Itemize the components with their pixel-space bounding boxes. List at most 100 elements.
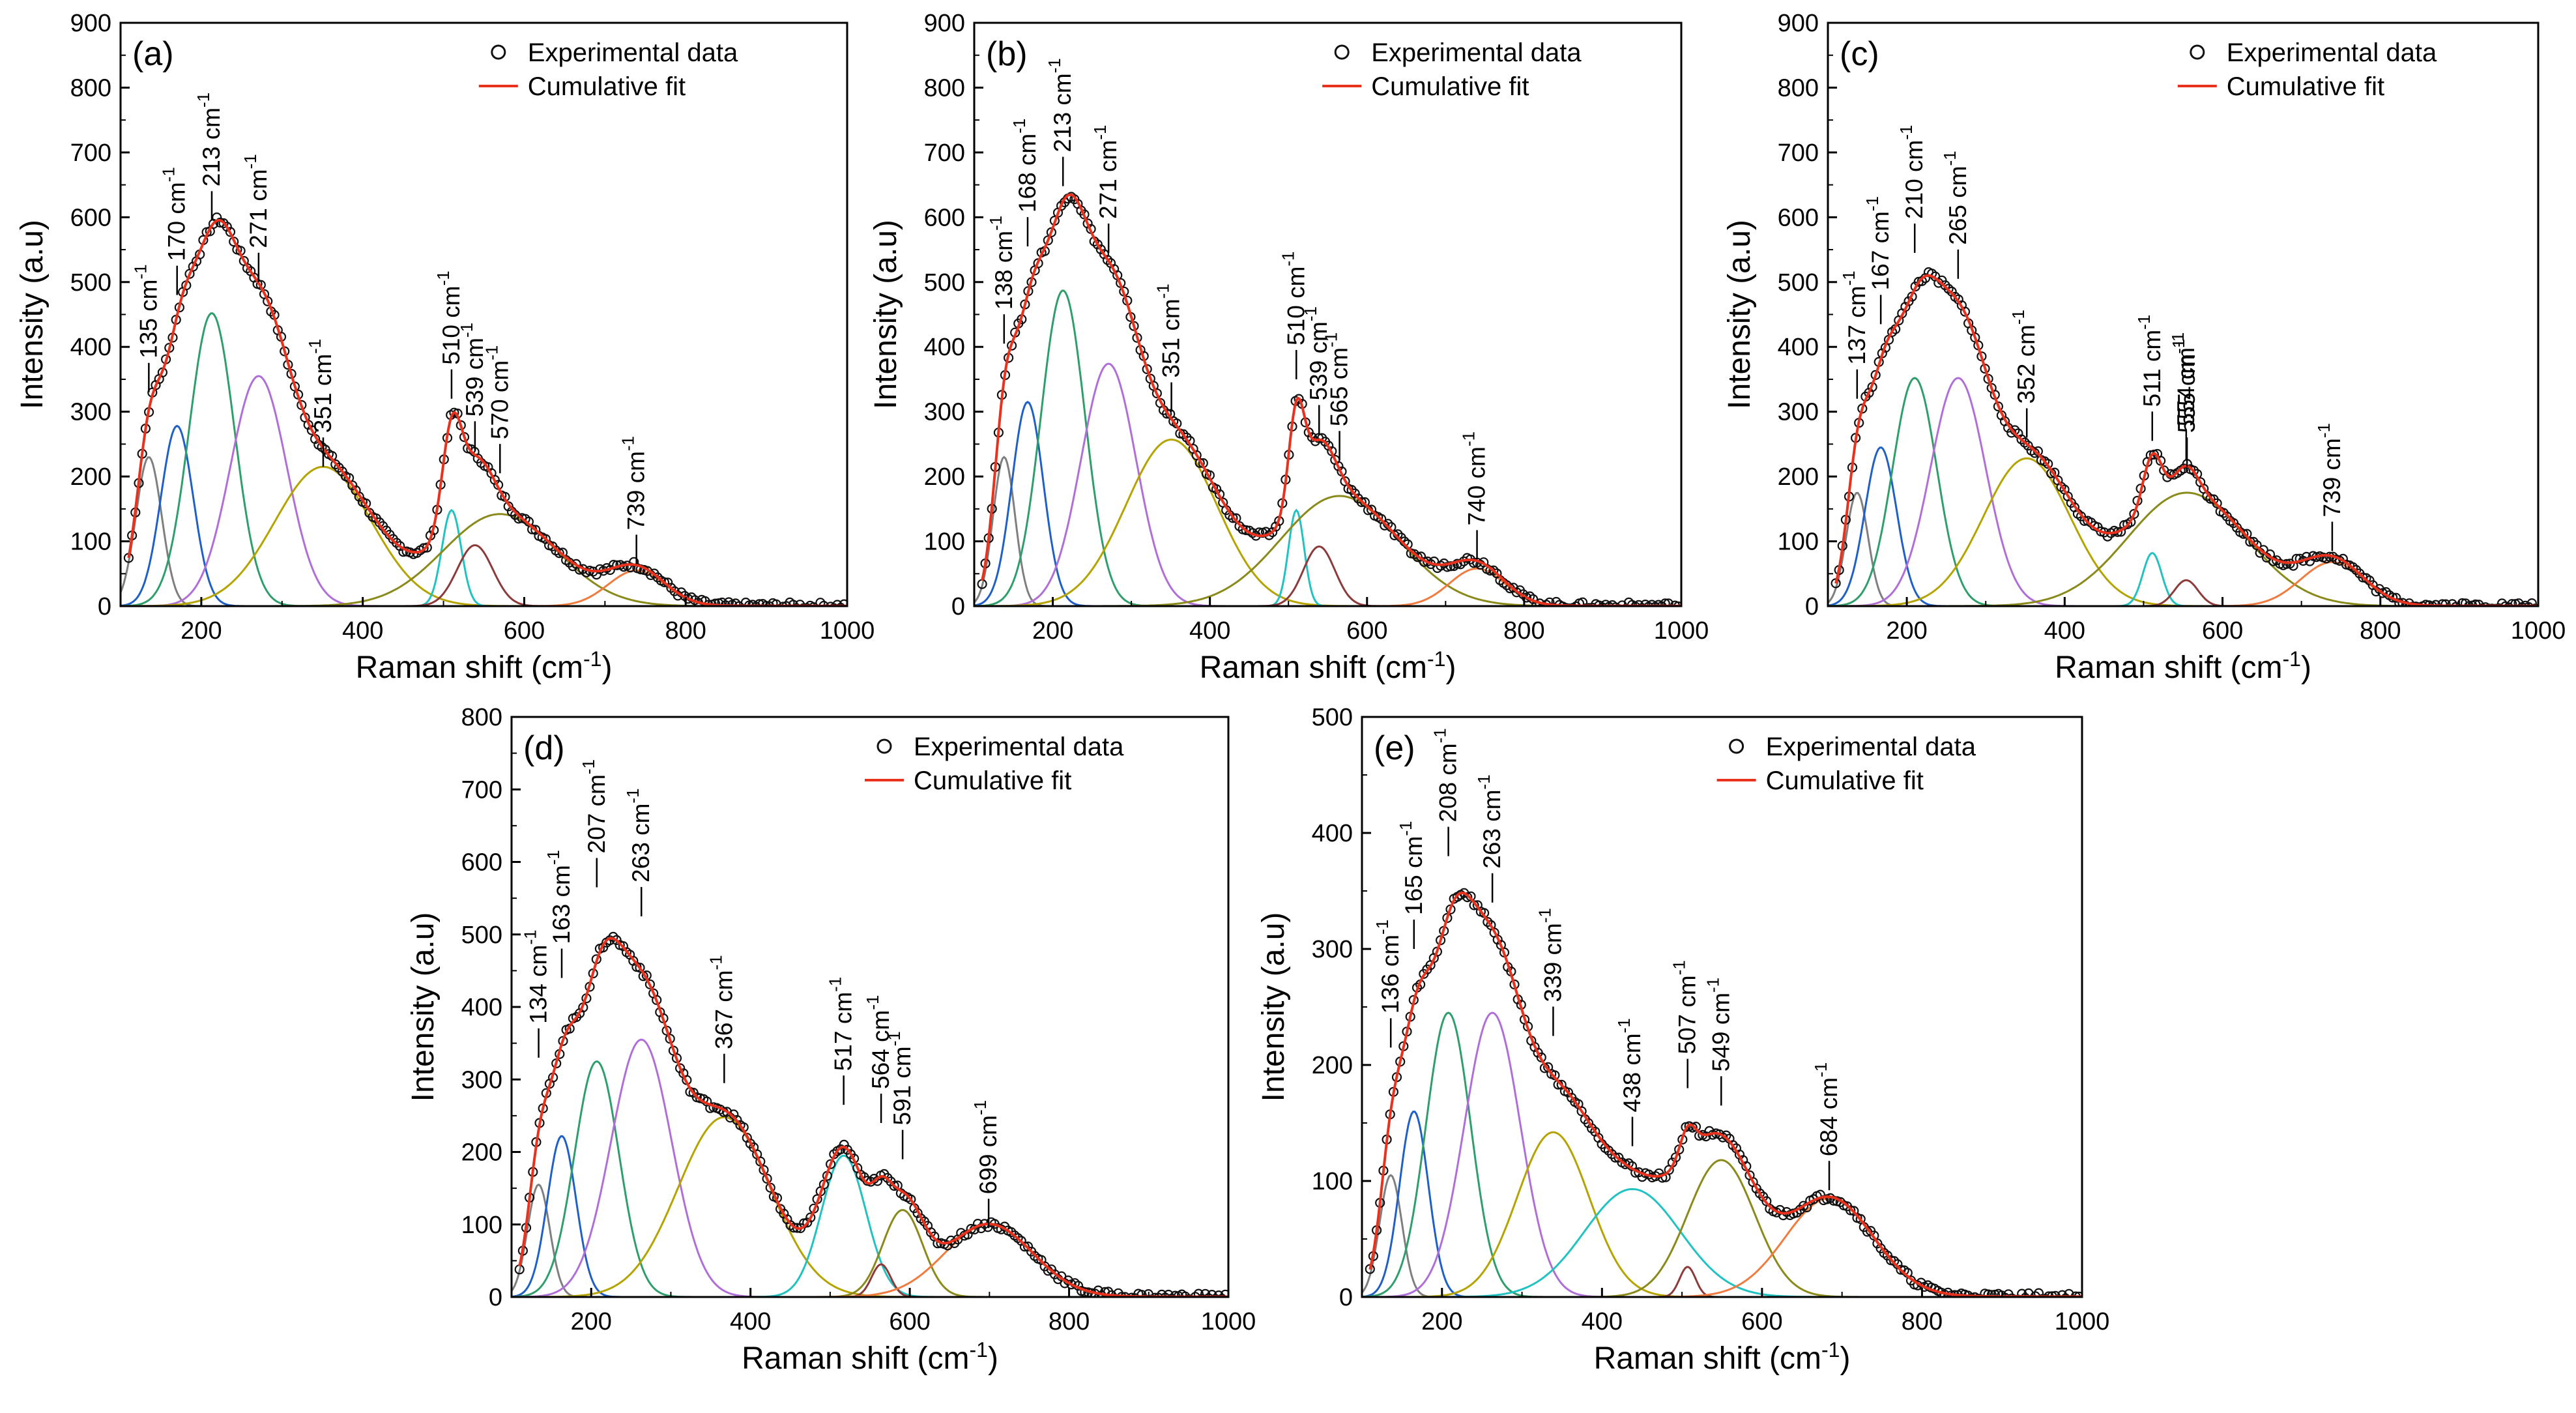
component-peak-438 bbox=[1362, 1187, 2082, 1297]
peak-label: 438 cm-1 bbox=[1614, 1018, 1645, 1112]
peak-label: 555 cm-1 bbox=[2169, 339, 2200, 433]
experimental-point bbox=[1973, 1294, 1983, 1297]
component-peak-339 bbox=[1362, 1131, 2082, 1297]
experimental-point bbox=[1570, 601, 1582, 606]
component-peak-352 bbox=[1828, 457, 2538, 606]
x-axis-title-text: Raman shift (cm bbox=[356, 650, 583, 685]
y-tick-label: 100 bbox=[461, 1212, 502, 1239]
peak-label: 367 cm-1 bbox=[706, 955, 737, 1049]
x-axis-title-sup: -1 bbox=[1427, 647, 1445, 671]
x-tick-label: 800 bbox=[1049, 1308, 1090, 1335]
experimental-point bbox=[2450, 602, 2461, 606]
experimental-point bbox=[2523, 602, 2534, 606]
component-peak-137 bbox=[1828, 491, 2538, 606]
peak-label-text: 168 cm bbox=[1014, 134, 1041, 212]
experimental-point bbox=[608, 931, 618, 942]
peak-label-sup: -1 bbox=[1009, 119, 1029, 134]
y-tick-label: 200 bbox=[70, 463, 111, 491]
peak-label: 137 cm-1 bbox=[1839, 270, 1870, 364]
experimental-point bbox=[906, 1194, 916, 1204]
experimental-point bbox=[2064, 1289, 2074, 1297]
experimental-point bbox=[2238, 529, 2249, 539]
component-peak-511 bbox=[1828, 552, 2538, 606]
y-axis-title: Intensity (a.u) bbox=[1256, 912, 1291, 1102]
x-tick-label: 600 bbox=[504, 617, 545, 645]
experimental-point bbox=[2410, 602, 2421, 606]
peak-label: 549 cm-1 bbox=[1703, 978, 1734, 1071]
y-tick-label: 900 bbox=[924, 10, 965, 37]
y-axis-title: Intensity (a.u) bbox=[15, 220, 50, 409]
experimental-point bbox=[1177, 1289, 1187, 1297]
component-peak-539 bbox=[974, 546, 1681, 606]
y-tick-label: 200 bbox=[1312, 1052, 1353, 1079]
experimental-point bbox=[666, 583, 676, 593]
peak-label: 263 cm-1 bbox=[1474, 774, 1505, 868]
experimental-point bbox=[1610, 1152, 1621, 1163]
experimental-point bbox=[418, 543, 429, 553]
experimental-point bbox=[1102, 255, 1113, 265]
experimental-point bbox=[2507, 599, 2517, 606]
peak-label-text: 539 cm bbox=[1305, 321, 1332, 400]
peak-label-sup: -1 bbox=[1839, 270, 1859, 285]
peak-label-text: 684 cm bbox=[1816, 1077, 1842, 1156]
experimental-point bbox=[1356, 497, 1367, 508]
y-tick-label: 200 bbox=[924, 463, 965, 491]
peak-label-text: 699 cm bbox=[975, 1115, 1002, 1194]
experimental-point bbox=[1161, 409, 1172, 419]
experimental-point bbox=[942, 1240, 953, 1251]
experimental-point bbox=[1178, 429, 1189, 439]
experimental-point bbox=[1151, 388, 1163, 399]
peak-label-sup: -1 bbox=[543, 850, 563, 865]
y-tick-label: 400 bbox=[924, 334, 965, 361]
experimental-point bbox=[839, 599, 847, 606]
peak-label-sup: -1 bbox=[1396, 821, 1415, 836]
peak-label-text: 213 cm bbox=[1049, 73, 1076, 152]
peak-label-text: 170 cm bbox=[164, 182, 190, 261]
peak-label-sup: -1 bbox=[970, 1100, 990, 1115]
peak-label: 271 cm-1 bbox=[240, 154, 272, 248]
experimental-point bbox=[659, 577, 670, 588]
experimental-point bbox=[1350, 488, 1360, 499]
x-tick-label: 600 bbox=[1741, 1308, 1782, 1335]
x-tick-label: 200 bbox=[181, 617, 222, 645]
experimental-point bbox=[1082, 218, 1093, 229]
peak-label-text: 263 cm bbox=[628, 804, 654, 882]
experimental-point bbox=[2494, 603, 2504, 606]
experimental-point bbox=[1576, 1106, 1587, 1116]
peak-label-sup: -1 bbox=[1045, 58, 1064, 73]
component-peak-539 bbox=[121, 544, 847, 606]
legend: Experimental data Cumulative fit bbox=[865, 733, 1124, 795]
experimental-point bbox=[734, 601, 744, 606]
experimental-point bbox=[222, 222, 232, 232]
peak-label-text: 339 cm bbox=[1539, 923, 1566, 1002]
experimental-point bbox=[1956, 1289, 1967, 1297]
peak-label-text: 138 cm bbox=[991, 231, 1017, 310]
peak-label-sup: -1 bbox=[2134, 315, 2154, 330]
experimental-point bbox=[809, 602, 818, 606]
experimental-point bbox=[1587, 1123, 1597, 1133]
peak-label-sup: -1 bbox=[194, 93, 213, 108]
peak-label-sup: -1 bbox=[1614, 1018, 1634, 1033]
peak-label: 134 cm-1 bbox=[521, 929, 552, 1023]
peak-label-text: 564 cm bbox=[867, 1010, 894, 1089]
plot-area bbox=[121, 212, 847, 606]
peak-label-text: 265 cm bbox=[1945, 166, 1971, 244]
peak-label: 210 cm-1 bbox=[1896, 125, 1928, 219]
experimental-point bbox=[1006, 1227, 1017, 1238]
x-axis-title-text: Raman shift (cm bbox=[2055, 650, 2282, 685]
experimental-point bbox=[1565, 603, 1574, 606]
y-tick-label: 0 bbox=[951, 593, 965, 620]
panel-label: (b) bbox=[986, 35, 1028, 73]
y-tick-label: 300 bbox=[461, 1066, 502, 1094]
peak-label-text: 555 cm bbox=[2173, 354, 2200, 433]
legend-marker-circle bbox=[1334, 44, 1350, 60]
experimental-point bbox=[1587, 602, 1597, 606]
x-axis-title-close: ) bbox=[988, 1341, 998, 1376]
x-tick-label: 800 bbox=[665, 617, 706, 645]
experimental-point bbox=[723, 597, 734, 606]
experimental-point bbox=[1986, 1290, 1997, 1297]
y-tick-label: 700 bbox=[461, 776, 502, 804]
y-axis-title: Intensity (a.u) bbox=[869, 220, 903, 409]
y-tick-label: 600 bbox=[1778, 204, 1819, 231]
